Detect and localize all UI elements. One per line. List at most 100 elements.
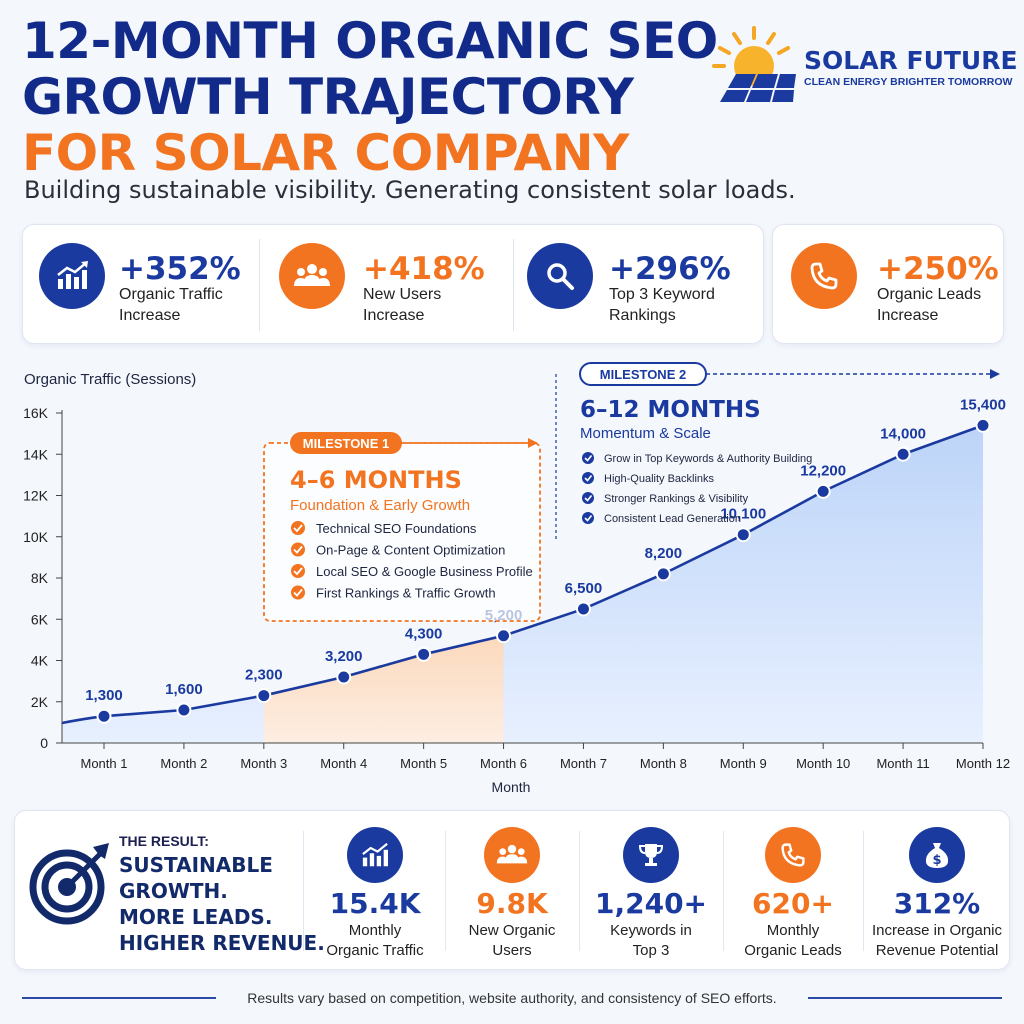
trend-chart-icon [39,243,105,309]
milestone-1-item: Local SEO & Google Business Profile [316,564,533,579]
milestone-2-heading: 6–12 MONTHS [580,397,761,423]
title-line-1: 12-MONTH ORGANIC SEO [22,12,718,70]
x-tick-label: Month 8 [640,756,687,771]
data-label: 4,300 [405,625,443,642]
disclaimer: Results vary based on competition, websi… [247,990,777,1006]
data-label: 1,300 [85,687,123,704]
result-line: HIGHER REVENUE. [119,931,325,955]
kpi-organic-traffic: +352% Organic Traffic Increase [23,225,263,345]
x-tick-label: Month 7 [560,756,607,771]
data-label: 15,400 [960,396,1006,413]
stat-label: Keywords in Top 3 [610,922,692,959]
search-icon [527,243,593,309]
phone-icon [791,243,857,309]
data-point [336,669,352,685]
check-icon [291,564,305,578]
area-fill [62,425,983,743]
data-label: 1,600 [165,681,203,698]
kpi-value: +296% [609,251,731,287]
svg-text:$: $ [932,853,941,868]
data-point [655,566,671,582]
stat-organic-leads: 620+ Monthly Organic Leads [725,811,861,971]
milestone-1-subheading: Foundation & Early Growth [290,497,470,514]
kpi-new-users: +418% New Users Increase [263,225,513,345]
trend-chart-icon [347,827,403,883]
milestone-1-badge: MILESTONE 1 [303,436,389,451]
x-tick-label: Month 2 [160,756,207,771]
kpi-panel-leads: +250% Organic Leads Increase [772,224,1004,344]
data-point [416,646,432,662]
x-tick-label: Month 5 [400,756,447,771]
series-line [61,424,984,725]
data-point [975,417,991,433]
milestone-2-panel: MILESTONE 2 6–12 MONTHS Momentum & Scale… [555,362,1000,540]
data-point [96,708,112,724]
brand-name: SOLAR FUTURE [804,46,1018,75]
stat-label: Monthly Organic Leads [744,922,842,959]
y-tick-label: 2K [31,694,49,710]
stat-value: 9.8K [476,887,548,920]
check-mark [293,524,303,533]
check-icon [582,452,594,464]
kpi-value: +418% [363,251,485,287]
brand-tagline: CLEAN ENERGY BRIGHTER TOMORROW [804,76,1013,88]
y-tick-label: 6K [31,611,49,627]
check-mark [584,455,593,462]
data-label: 12,200 [800,462,846,479]
stat-value: 1,240+ [594,887,708,920]
check-mark [293,588,303,597]
check-icon [582,472,594,484]
milestone-1-item: First Rankings & Traffic Growth [316,586,496,601]
check-mark [584,495,593,502]
milestone-2-subheading: Momentum & Scale [580,425,711,442]
y-tick-label: 16K [23,405,49,421]
result-panel: THE RESULT: SUSTAINABLE GROWTH. MORE LEA… [14,810,1010,970]
stat-value: 620+ [752,887,834,920]
stat-value: 312% [893,887,981,920]
result-line: MORE LEADS. [119,905,273,929]
milestone-1-panel: MILESTONE 1 4–6 MONTHS Foundation & Earl… [263,432,541,622]
kpi-organic-leads: +250% Organic Leads Increase [773,225,1005,345]
check-icon [291,521,305,535]
data-point [256,688,272,704]
phone-icon [765,827,821,883]
check-icon [582,512,594,524]
milestone-2-item: High-Quality Backlinks [604,473,715,485]
kpi-label: New Users Increase [363,286,442,324]
y-tick-label: 12K [23,488,49,504]
kpi-value: +352% [119,251,241,287]
title-line-3: FOR SOLAR COMPANY [22,124,629,182]
x-tick-label: Month 1 [81,756,128,771]
stat-keywords: 1,240+ Keywords in Top 3 [581,811,721,971]
brand-logo: SOLAR FUTURE CLEAN ENERGY BRIGHTER TOMOR… [708,22,1018,102]
x-tick-label: Month 4 [320,756,367,771]
stat-revenue-potential: $ 312% Increase in Organic Revenue Poten… [865,811,1009,971]
check-mark [293,545,303,554]
check-mark [584,475,593,482]
kpi-keyword-rankings: +296% Top 3 Keyword Rankings [517,225,765,345]
data-point [895,446,911,462]
data-label: 8,200 [645,545,683,562]
users-icon [484,827,540,883]
kpi-label: Organic Leads Increase [877,286,982,324]
stat-label: Increase in Organic Revenue Potential [871,922,1003,959]
check-mark [584,515,593,522]
x-tick-label: Month 10 [796,756,850,771]
x-tick-label: Month 12 [956,756,1010,771]
milestone-1-heading: 4–6 MONTHS [290,466,462,494]
y-tick-label: 10K [23,529,49,545]
y-tick-label: 0 [40,735,48,751]
stat-monthly-traffic: 15.4K Monthly Organic Traffic [307,811,443,971]
trophy-icon [623,827,679,883]
x-tick-label: Month 3 [240,756,287,771]
data-point [735,527,751,543]
stat-label: Monthly Organic Traffic [326,922,424,959]
data-point [575,601,591,617]
stat-label: New Organic Users [468,922,556,959]
y-axis-title: Organic Traffic (Sessions) [24,371,196,388]
result-line: GROWTH. [119,879,228,903]
kpi-label: Organic Traffic Increase [119,286,223,324]
kpi-panel: +352% Organic Traffic Increase +418% New… [22,224,764,344]
target-icon [29,843,109,925]
data-label: 6,500 [565,580,603,597]
